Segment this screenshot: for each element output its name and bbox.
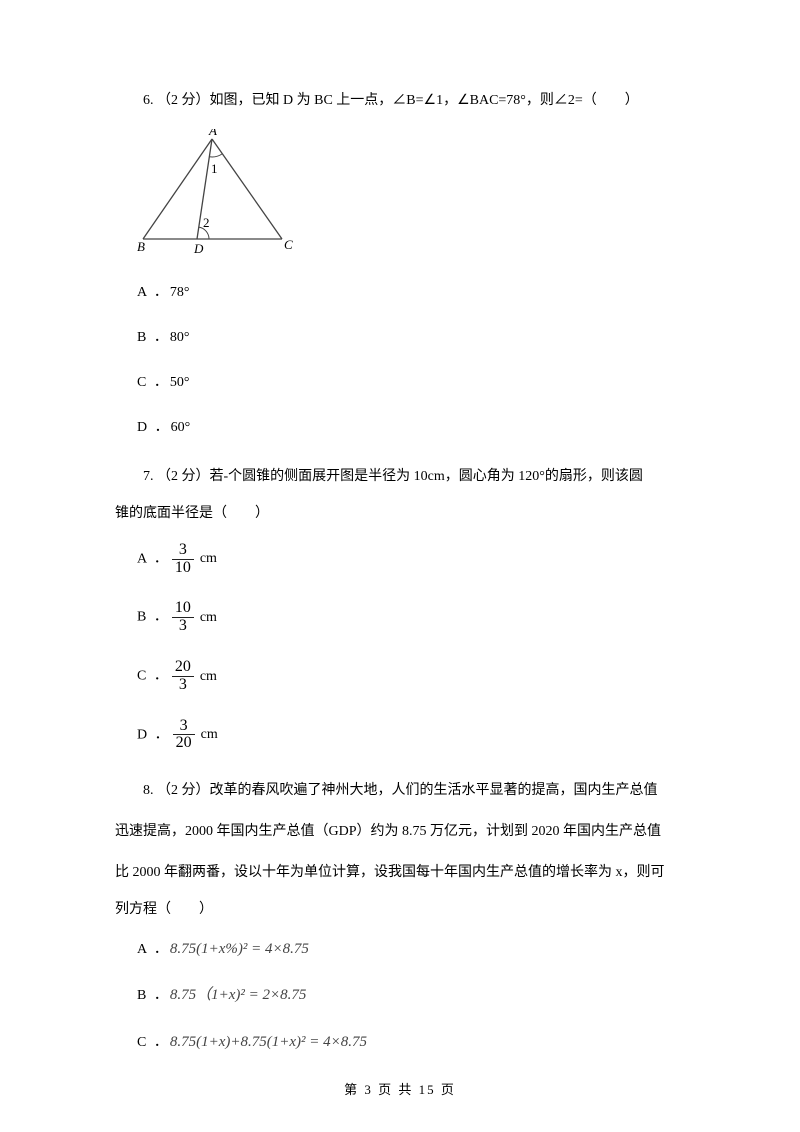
q7-a-num: 3 — [172, 542, 194, 560]
q6-figure: A B D C 1 2 — [137, 129, 685, 264]
svg-text:B: B — [137, 239, 145, 254]
q7-b-unit: cm — [200, 610, 217, 625]
q8-line2: 迅速提高，2000 年国内生产总值（GDP）约为 8.75 万亿元，计划到 20… — [115, 817, 685, 848]
q8-line4: 列方程（ ） — [115, 899, 685, 920]
q7-opt-c: C ．203cm — [137, 659, 685, 694]
q7-opt-a: A ．310cm — [137, 542, 685, 577]
q8-a-eq: 8.75(1+x%)² = 4×8.75 — [170, 941, 309, 957]
q6-opt-a: A ．78° — [137, 282, 685, 303]
q8-opt-a: A ．8.75(1+x%)² = 4×8.75 — [137, 938, 685, 961]
q7-d-num: 3 — [173, 718, 195, 736]
q6-opt-a-val: 78° — [170, 285, 190, 300]
q7-opt-b: B ．103cm — [137, 600, 685, 635]
svg-text:C: C — [284, 237, 293, 252]
q7-b-num: 10 — [172, 600, 194, 618]
q6-opt-d-val: 60° — [171, 420, 191, 435]
q7-b-den: 3 — [172, 618, 194, 635]
svg-text:A: A — [208, 129, 217, 138]
q7-c-den: 3 — [172, 677, 194, 694]
page-footer: 第 3 页 共 15 页 — [0, 1079, 800, 1098]
q6-opt-b-val: 80° — [170, 330, 190, 345]
q6-text: 6. （2 分）如图，已知 D 为 BC 上一点，∠B=∠1，∠BAC=78°，… — [115, 90, 685, 111]
svg-text:1: 1 — [211, 161, 218, 176]
q6-opt-b: B ．80° — [137, 327, 685, 348]
q7-a-unit: cm — [200, 551, 217, 566]
q7-c-unit: cm — [200, 669, 217, 684]
svg-text:2: 2 — [203, 215, 210, 230]
q7-line1: 7. （2 分）若-个圆锥的侧面展开图是半径为 10cm，圆心角为 120°的扇… — [115, 462, 685, 493]
q6-opt-c-val: 50° — [170, 375, 190, 390]
svg-text:D: D — [193, 241, 204, 256]
q7-c-num: 20 — [172, 659, 194, 677]
q7-a-den: 10 — [172, 560, 194, 577]
q7-line2: 锥的底面半径是（ ） — [115, 503, 685, 524]
q7-opt-d: D ．320cm — [137, 718, 685, 753]
q8-c-eq: 8.75(1+x)+8.75(1+x)² = 4×8.75 — [170, 1034, 367, 1050]
q6-opt-c: C ．50° — [137, 372, 685, 393]
q7-d-unit: cm — [201, 727, 218, 742]
q8-b-eq: 8.75（1+x)² = 2×8.75 — [170, 987, 307, 1003]
q8-line3: 比 2000 年翻两番，设以十年为单位计算，设我国每十年国内生产总值的增长率为 … — [115, 858, 685, 889]
q8-line1: 8. （2 分）改革的春风吹遍了神州大地，人们的生活水平显著的提高，国内生产总值 — [115, 776, 685, 807]
q8-opt-c: C ．8.75(1+x)+8.75(1+x)² = 4×8.75 — [137, 1031, 685, 1054]
q8-opt-b: B ．8.75（1+x)² = 2×8.75 — [137, 984, 685, 1007]
q7-d-den: 20 — [173, 735, 195, 752]
q6-opt-d: D ．60° — [137, 417, 685, 438]
